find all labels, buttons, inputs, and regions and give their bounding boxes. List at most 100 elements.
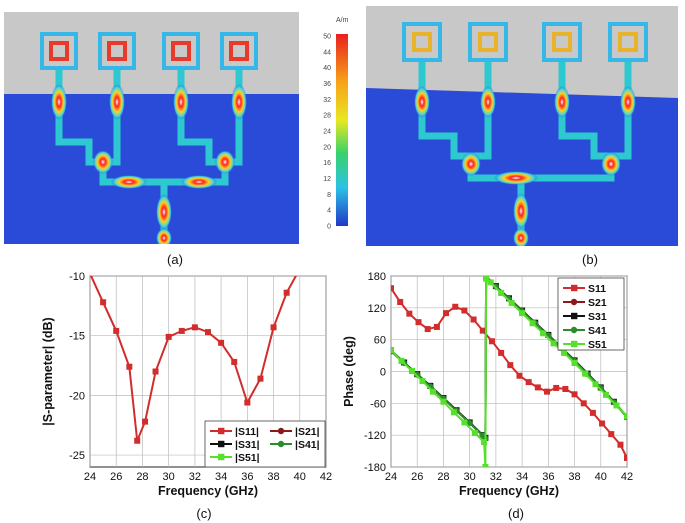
simulation-field-b	[366, 6, 678, 246]
chart-d-point	[597, 384, 604, 391]
chart-d-point	[617, 441, 624, 448]
chart-d-point	[516, 372, 523, 379]
chart-c-legend-item: |S41|	[270, 439, 320, 451]
chart-c-series-s21	[87, 268, 329, 269]
chart-d-xtick-label: 32	[490, 471, 502, 483]
chart-d-point	[406, 310, 413, 317]
chart-d-point	[466, 419, 473, 426]
chart-d-point	[529, 320, 536, 327]
chart-c-point	[257, 375, 264, 382]
chart-d-point	[534, 384, 541, 391]
chart-d-point	[525, 379, 532, 386]
chart-d-point	[482, 464, 489, 467]
chart-d-xtick-label: 36	[542, 471, 554, 483]
chart-d-ytick-label: -120	[364, 430, 386, 442]
chart-c-xtick-label: 40	[294, 471, 306, 483]
chart-d-point	[471, 430, 478, 437]
chart-d-point	[391, 347, 394, 354]
chart-c-legend-label: |S41|	[295, 439, 320, 451]
chart-d-point	[443, 310, 450, 317]
chart-d-xtick-label: 26	[411, 471, 423, 483]
chart-c-point	[297, 268, 303, 272]
chart-d-point	[498, 349, 505, 356]
colorbar-tick: 32	[323, 97, 331, 104]
chart-d-point	[613, 402, 620, 409]
simulation-image-a	[4, 12, 299, 244]
chart-c-point	[323, 268, 329, 269]
chart-d-point	[507, 362, 514, 369]
chart-d-point	[483, 276, 490, 282]
chart-d-point	[450, 409, 457, 416]
colorbar-tick: 12	[323, 176, 331, 183]
chart-c-xtick-label: 28	[136, 471, 148, 483]
simulation-image-b	[366, 6, 678, 246]
colorbar-tick: 28	[323, 113, 331, 120]
chart-d-point	[398, 357, 405, 364]
chart-c-point	[134, 437, 141, 444]
chart-d-ytick-label: 120	[368, 303, 386, 315]
chart-d-point	[550, 340, 557, 347]
chart-c-xtick-label: 32	[189, 471, 201, 483]
chart-d-ytick-label: 60	[374, 335, 386, 347]
chart-d-point	[592, 381, 599, 388]
chart-d-xtick-label: 38	[568, 471, 580, 483]
chart-d-point	[571, 360, 578, 367]
chart-d-point	[408, 367, 415, 374]
panel-label-d: (d)	[508, 506, 524, 521]
chart-c-xtick-label: 36	[241, 471, 253, 483]
chart-d-series-s11	[391, 285, 627, 461]
chart-d-legend-label: S41	[588, 325, 607, 337]
colorbar-tick: 50	[323, 34, 331, 41]
chart-d-point	[519, 310, 526, 317]
chart-c-legend-label: |S31|	[235, 439, 260, 451]
chart-c-point	[191, 324, 198, 331]
chart-d-xlabel: Frequency (GHz)	[459, 484, 559, 498]
chart-c-point	[270, 324, 277, 331]
chart-d-point	[540, 330, 547, 337]
chart-c-xtick-label: 38	[267, 471, 279, 483]
chart-d-xtick-label: 24	[385, 471, 397, 483]
chart-c-point	[218, 339, 225, 346]
chart-d-point	[553, 384, 560, 391]
chart-c-legend-label: |S21|	[295, 426, 320, 438]
chart-d-point	[479, 327, 486, 334]
chart-d-point	[452, 303, 459, 310]
chart-c-ytick-label: -10	[69, 271, 85, 283]
chart-d-svg: 24 26 28 30 32 34 36 38 40 42 180 120 60 0 -60 -120 -180…	[342, 271, 633, 498]
chart-d-xtick-label: 42	[621, 471, 633, 483]
chart-c-point	[231, 358, 238, 365]
chart-c-legend-item: |S21|	[270, 426, 320, 438]
chart-d-point	[433, 323, 440, 330]
panel-label-c: (c)	[196, 506, 212, 521]
chart-c-legend-item: |S11|	[210, 426, 259, 438]
chart-d-point	[429, 388, 436, 395]
colorbar-tick: 20	[323, 144, 331, 151]
chart-d-ytick-label: 180	[368, 271, 386, 283]
colorbar-tick: 44	[323, 49, 331, 56]
chart-c-series-s11	[90, 268, 303, 444]
chart-c-legend-label: |S51|	[235, 452, 260, 464]
chart-c-point	[152, 368, 159, 375]
chart-d-point	[415, 319, 422, 326]
chart-c-point	[283, 289, 290, 296]
chart-d-point	[571, 391, 578, 398]
chart-c-point	[244, 399, 251, 406]
chart-c-xtick-label: 26	[110, 471, 122, 483]
colorbar-tick: 4	[327, 208, 331, 215]
chart-c-point	[90, 276, 93, 277]
chart-d-point	[562, 386, 569, 393]
chart-c-xtick-label: 30	[163, 471, 175, 483]
chart-d-point	[561, 349, 568, 356]
chart-d-legend-item: S11	[563, 283, 606, 295]
colorbar-tick: 24	[323, 129, 331, 136]
chart-c-point	[126, 363, 133, 370]
chart-d-point	[461, 307, 468, 314]
panel-label-b: (b)	[582, 252, 598, 267]
colorbar-tick: 0	[327, 224, 331, 231]
chart-d-point	[391, 285, 394, 292]
chart-d-point	[580, 400, 587, 407]
chart-d-xtick-label: 30	[464, 471, 476, 483]
chart-d-legend-item: S41	[563, 325, 607, 337]
chart-c-ytick-label: -15	[69, 331, 85, 343]
chart-c-point	[113, 327, 120, 334]
